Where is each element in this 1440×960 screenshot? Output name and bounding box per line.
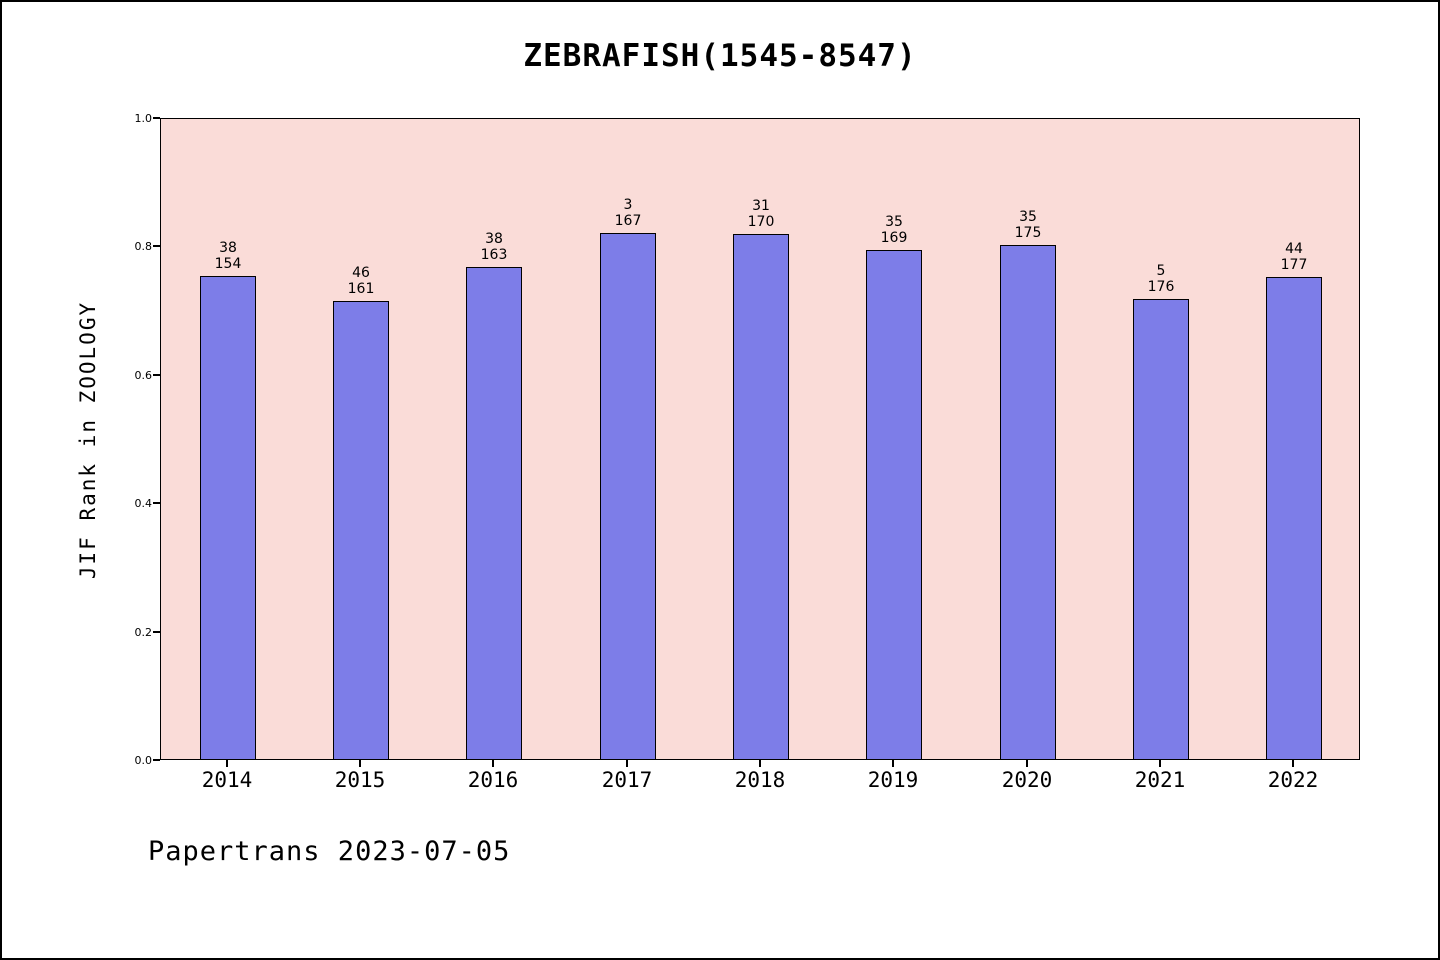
- x-tick-mark-2015: [359, 760, 361, 767]
- bar-2021: [1133, 299, 1189, 759]
- bar-annotation-2020: 35 175: [1014, 209, 1042, 241]
- y-tick-label-1.0: 1.0: [134, 112, 153, 125]
- y-tick-mark-0.0: [153, 759, 160, 761]
- y-tick-mark-0.6: [153, 374, 160, 376]
- bar-2015: [333, 301, 389, 759]
- bar-annotation-2018: 31 170: [747, 198, 775, 230]
- x-tick-label-2021: 2021: [1134, 768, 1186, 792]
- chart-title: ZEBRAFISH(1545-8547): [523, 38, 917, 74]
- x-tick-mark-2014: [226, 760, 228, 767]
- bar-2020: [1000, 245, 1056, 759]
- bar-2014: [200, 276, 256, 759]
- bar-2017: [600, 233, 656, 759]
- bar-2018: [733, 234, 789, 759]
- bar-annotation-2022: 44 177: [1280, 241, 1308, 273]
- x-tick-mark-2017: [626, 760, 628, 767]
- x-tick-label-2020: 2020: [1001, 768, 1053, 792]
- bar-annotation-2015: 46 161: [347, 265, 375, 297]
- plot-area: 38 154 46 161 38 163 3 167 31 170 35 169 35 17…: [160, 118, 1360, 760]
- x-tick-label-2017: 2017: [601, 768, 653, 792]
- bar-2022: [1266, 277, 1322, 759]
- y-tick-label-0.0: 0.0: [134, 754, 153, 767]
- x-tick-mark-2019: [892, 760, 894, 767]
- x-tick-label-2014: 2014: [201, 768, 253, 792]
- y-tick-mark-0.4: [153, 502, 160, 504]
- y-tick-label-0.2: 0.2: [134, 626, 153, 639]
- x-tick-label-2018: 2018: [734, 768, 786, 792]
- y-tick-mark-1.0: [153, 117, 160, 119]
- y-tick-label-0.6: 0.6: [134, 369, 153, 382]
- bar-annotation-2017: 3 167: [614, 197, 642, 229]
- x-tick-label-2019: 2019: [867, 768, 919, 792]
- y-tick-mark-0.2: [153, 631, 160, 633]
- y-tick-mark-0.8: [153, 245, 160, 247]
- x-tick-label-2016: 2016: [467, 768, 519, 792]
- y-tick-label-0.8: 0.8: [134, 240, 153, 253]
- bar-2019: [866, 250, 922, 759]
- x-tick-mark-2022: [1292, 760, 1294, 767]
- y-axis-label: JIF Rank in ZOOLOGY: [76, 300, 100, 580]
- footer-watermark: Papertrans 2023-07-05: [148, 836, 511, 867]
- bar-annotation-2014: 38 154: [214, 240, 242, 272]
- x-tick-mark-2018: [759, 760, 761, 767]
- x-tick-mark-2021: [1159, 760, 1161, 767]
- bar-annotation-2021: 5 176: [1147, 263, 1175, 295]
- y-tick-label-0.4: 0.4: [134, 497, 153, 510]
- x-tick-label-2015: 2015: [334, 768, 386, 792]
- bar-annotation-2019: 35 169: [880, 214, 908, 246]
- x-tick-label-2022: 2022: [1267, 768, 1319, 792]
- x-tick-mark-2020: [1026, 760, 1028, 767]
- x-tick-mark-2016: [492, 760, 494, 767]
- bar-annotation-2016: 38 163: [480, 231, 508, 263]
- bar-2016: [466, 267, 522, 759]
